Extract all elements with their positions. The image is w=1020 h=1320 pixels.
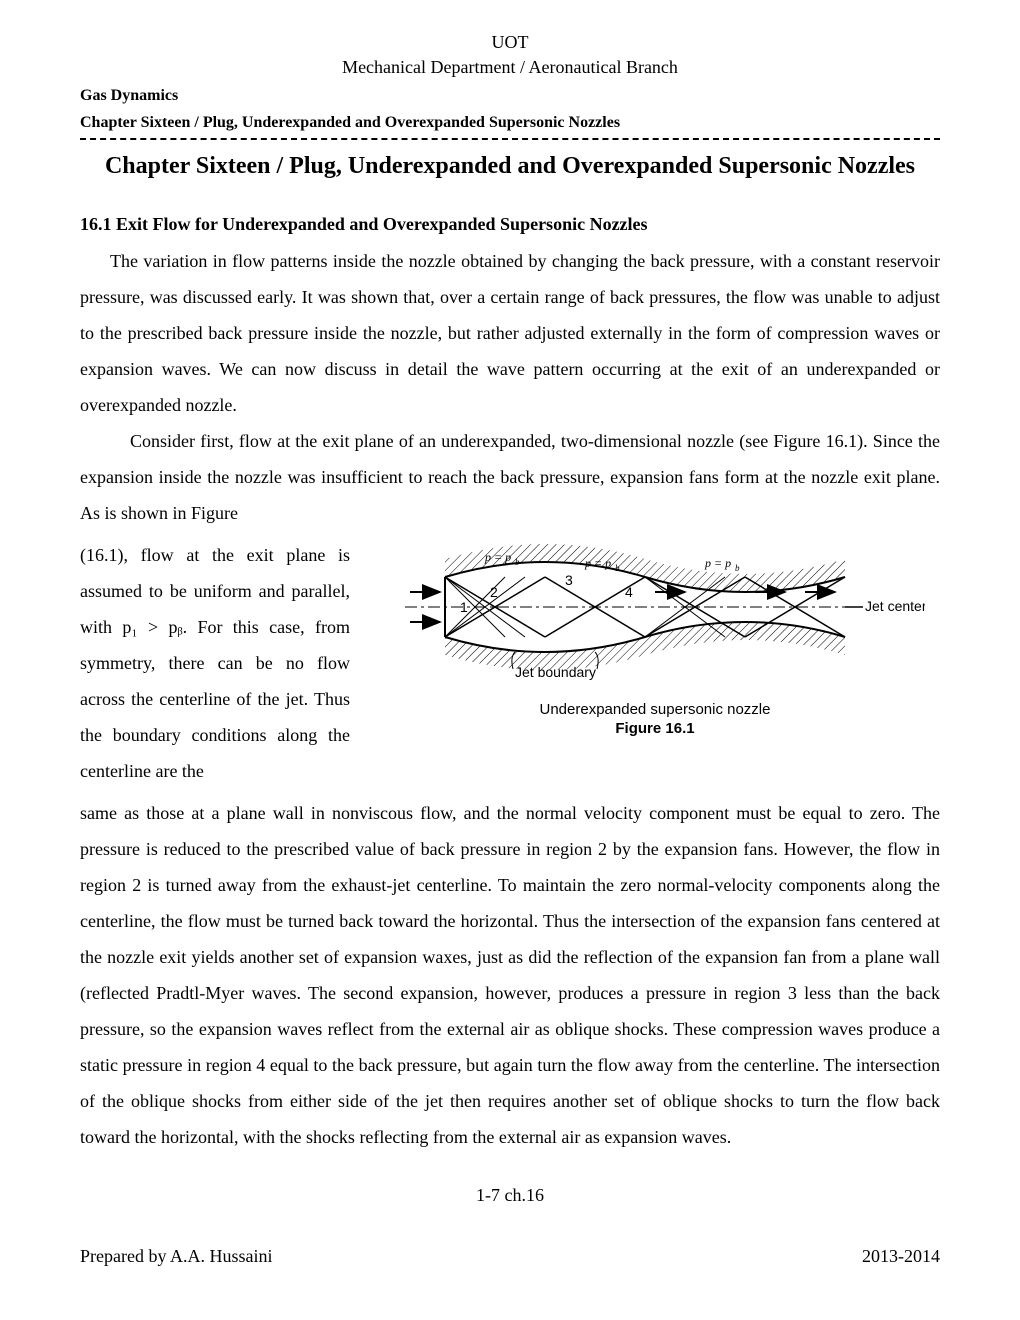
svg-text:b: b [735, 563, 740, 573]
paragraph-2b-side: (16.1), flow at the exit plane is assume… [80, 537, 350, 789]
svg-text:b: b [615, 563, 620, 573]
header-uot: UOT [80, 30, 940, 55]
figure-caption-2: Figure 16.1 [370, 720, 940, 737]
region-2-label: 2 [490, 584, 498, 600]
chapter-title: Chapter Sixteen / Plug, Underexpanded an… [80, 150, 940, 184]
region-1-label: 1 [460, 599, 468, 615]
footer-year: 2013-2014 [862, 1246, 940, 1267]
header-course: Gas Dynamics [80, 86, 940, 107]
header-department: Mechanical Department / Aeronautical Bra… [80, 55, 940, 80]
p-eq-pb-3: p = p [704, 556, 731, 570]
paragraph-3: same as those at a plane wall in nonvisc… [80, 795, 940, 1155]
figure-svg: 1 2 3 4 p = p b p = p b p = p b Jet boun… [385, 537, 925, 697]
paragraph-1: The variation in flow patterns inside th… [80, 243, 940, 423]
footer-prepared-by: Prepared by A.A. Hussaini [80, 1246, 272, 1267]
p-eq-pb-1: p = p [484, 550, 511, 564]
page-number: 1-7 ch.16 [80, 1185, 940, 1206]
section-heading: 16.1 Exit Flow for Underexpanded and Ove… [80, 214, 940, 235]
figure-16-1: 1 2 3 4 p = p b p = p b p = p b Jet boun… [370, 537, 940, 737]
svg-text:b: b [515, 557, 520, 567]
header-chapter-line: Chapter Sixteen / Plug, Underexpanded an… [80, 113, 940, 134]
region-3-label: 3 [565, 572, 573, 588]
figure-caption-1: Underexpanded supersonic nozzle [370, 701, 940, 718]
paragraph-2a: Consider first, flow at the exit plane o… [80, 423, 940, 531]
region-4-label: 4 [625, 584, 633, 600]
jet-boundary-label: Jet boundary [515, 664, 596, 680]
p-eq-pb-2: p = p [584, 556, 611, 570]
header-divider [80, 138, 940, 140]
jet-centerline-label: Jet centerline [865, 598, 925, 614]
